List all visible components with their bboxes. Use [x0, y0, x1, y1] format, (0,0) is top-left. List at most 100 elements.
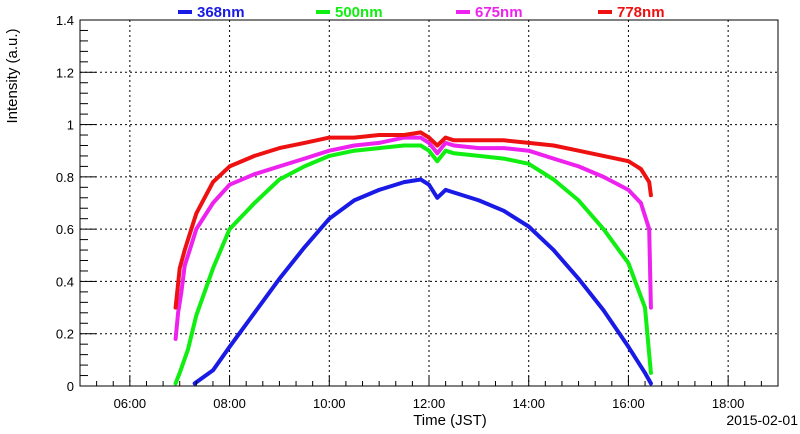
- data-point: [649, 381, 653, 386]
- data-point: [643, 305, 647, 310]
- series-778nm: [173, 130, 653, 310]
- data-point: [194, 227, 199, 231]
- data-point: [435, 196, 440, 200]
- legend-label: 778nm: [617, 4, 665, 21]
- data-point: [189, 227, 194, 231]
- y-axis-label: Intensity (a.u.): [4, 28, 21, 123]
- data-point: [427, 182, 431, 187]
- data-point: [435, 159, 440, 163]
- date-label: 2015-02-01: [726, 412, 798, 428]
- data-point: [576, 277, 581, 281]
- data-point: [227, 164, 232, 169]
- x-tick-label: 06:00: [114, 396, 147, 411]
- data-point: [182, 248, 187, 252]
- data-point: [211, 266, 215, 271]
- data-point: [418, 135, 423, 140]
- data-point: [173, 305, 178, 310]
- data-point: [352, 135, 357, 140]
- data-point: [649, 193, 653, 197]
- data-point: [502, 209, 506, 213]
- data-point: [227, 227, 232, 231]
- data-point: [477, 146, 481, 150]
- series-500nm: [173, 143, 653, 386]
- data-point: [443, 141, 448, 145]
- data-point: [227, 182, 232, 187]
- data-point: [435, 151, 440, 156]
- data-point: [302, 156, 307, 161]
- data-point: [377, 133, 381, 137]
- data-point: [435, 143, 440, 148]
- data-point: [443, 148, 448, 153]
- y-tick-label: 0.8: [56, 170, 74, 185]
- data-point: [194, 211, 199, 216]
- data-point: [176, 311, 180, 315]
- data-point: [639, 167, 643, 171]
- data-point: [452, 143, 456, 148]
- data-point: [418, 130, 423, 135]
- data-point: [551, 177, 556, 182]
- data-point: [302, 164, 307, 169]
- data-point: [551, 248, 556, 252]
- data-point: [352, 143, 357, 148]
- data-point: [576, 164, 581, 169]
- data-point: [302, 245, 307, 250]
- data-point: [502, 138, 506, 143]
- x-tick-label: 18:00: [712, 396, 745, 411]
- legend-label: 675nm: [475, 4, 523, 21]
- data-point: [601, 308, 606, 313]
- series-line: [173, 130, 653, 310]
- data-point: [649, 305, 653, 310]
- data-point: [177, 371, 182, 375]
- data-point: [626, 345, 631, 349]
- data-point: [402, 143, 406, 148]
- x-tick-label: 08:00: [213, 396, 246, 411]
- data-point: [551, 143, 556, 148]
- data-point: [477, 154, 481, 158]
- data-point: [302, 141, 307, 145]
- data-point: [418, 177, 423, 182]
- data-point: [601, 154, 606, 158]
- data-point: [502, 146, 506, 150]
- data-point: [173, 337, 178, 341]
- data-point: [173, 381, 178, 386]
- grid-lines: [80, 20, 778, 386]
- data-point: [277, 164, 282, 169]
- data-point: [352, 148, 357, 153]
- data-point: [277, 277, 282, 281]
- data-point: [526, 224, 531, 229]
- data-point: [626, 261, 631, 265]
- y-tick-label: 0.2: [56, 327, 74, 342]
- data-point: [427, 148, 431, 153]
- data-point: [647, 180, 651, 184]
- data-point: [352, 198, 357, 203]
- data-point: [443, 188, 448, 192]
- data-point: [192, 381, 197, 386]
- data-point: [427, 141, 431, 145]
- legend-label: 368nm: [197, 4, 245, 21]
- data-point: [252, 154, 257, 158]
- data-point: [227, 345, 232, 349]
- x-axis-label: Time (JST): [413, 412, 487, 429]
- x-tick-label: 12:00: [413, 396, 446, 411]
- data-point: [443, 135, 448, 140]
- data-point: [477, 138, 481, 143]
- data-point: [277, 146, 282, 150]
- data-point: [601, 175, 606, 179]
- data-point: [327, 135, 332, 140]
- data-point: [639, 201, 643, 205]
- axis-ticks: [79, 19, 779, 387]
- data-point: [647, 227, 651, 231]
- data-point: [327, 148, 332, 153]
- y-tick-label: 1.4: [56, 13, 74, 28]
- data-point: [427, 135, 431, 140]
- data-point: [252, 172, 257, 176]
- data-point: [377, 146, 381, 150]
- data-point: [211, 201, 215, 205]
- y-tick-label: 0.6: [56, 222, 74, 237]
- data-point: [377, 141, 381, 145]
- data-point: [402, 180, 406, 184]
- data-point: [252, 311, 257, 315]
- data-point: [327, 216, 332, 221]
- data-point: [194, 313, 199, 318]
